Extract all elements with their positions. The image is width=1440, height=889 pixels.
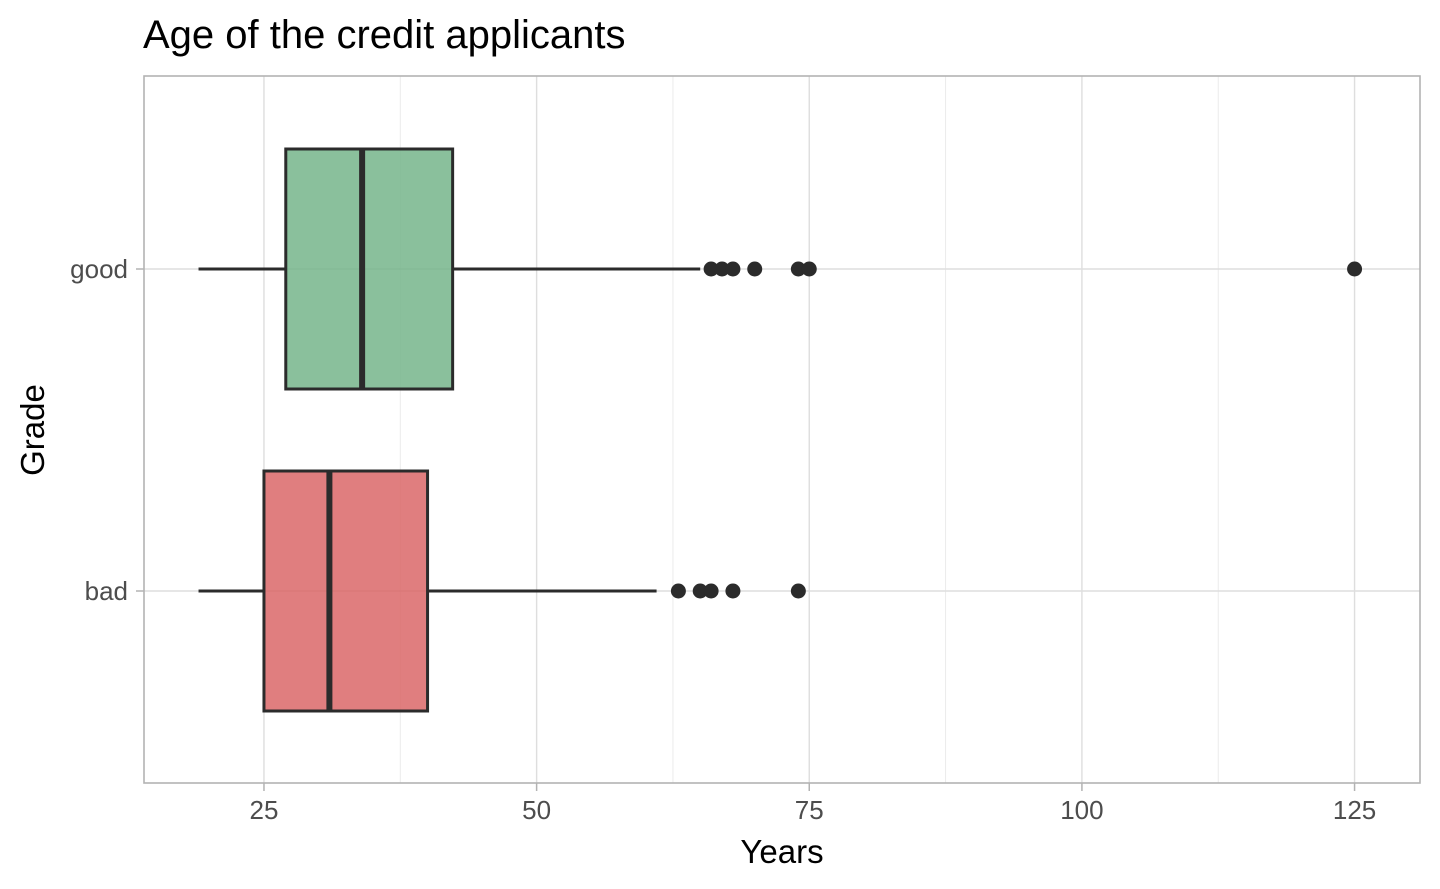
box-bad bbox=[262, 469, 430, 713]
x-tick-label: 75 bbox=[795, 795, 824, 825]
outlier-point bbox=[790, 261, 806, 277]
chart-title: Age of the credit applicants bbox=[143, 13, 626, 57]
x-tick-label: 100 bbox=[1060, 795, 1103, 825]
outlier-point bbox=[790, 583, 806, 599]
outlier-point bbox=[703, 261, 719, 277]
outlier-point bbox=[801, 261, 817, 277]
x-axis-ticks: 25 50 75 100 125 bbox=[250, 783, 1376, 825]
y-axis-ticks: good bad bbox=[70, 254, 144, 606]
outlier-point bbox=[725, 261, 741, 277]
outlier-point bbox=[1347, 261, 1363, 277]
outlier-point bbox=[692, 583, 708, 599]
outlier-point bbox=[747, 261, 763, 277]
outlier-point bbox=[670, 583, 686, 599]
x-tick-label: 25 bbox=[250, 795, 279, 825]
boxplot-good bbox=[198, 147, 1363, 391]
y-tick-label: good bbox=[70, 254, 128, 284]
outlier-point bbox=[703, 583, 719, 599]
plot-panel bbox=[143, 75, 1421, 784]
x-tick-label: 125 bbox=[1333, 795, 1376, 825]
x-axis-title: Years bbox=[740, 833, 823, 870]
y-axis-title: Grade bbox=[14, 384, 51, 476]
panel-border bbox=[143, 75, 1421, 784]
boxplot-bad bbox=[198, 469, 806, 713]
outlier-point bbox=[725, 583, 741, 599]
y-tick-label: bad bbox=[85, 576, 128, 606]
x-tick-label: 50 bbox=[522, 795, 551, 825]
outlier-point bbox=[714, 261, 730, 277]
box-good bbox=[284, 147, 455, 391]
